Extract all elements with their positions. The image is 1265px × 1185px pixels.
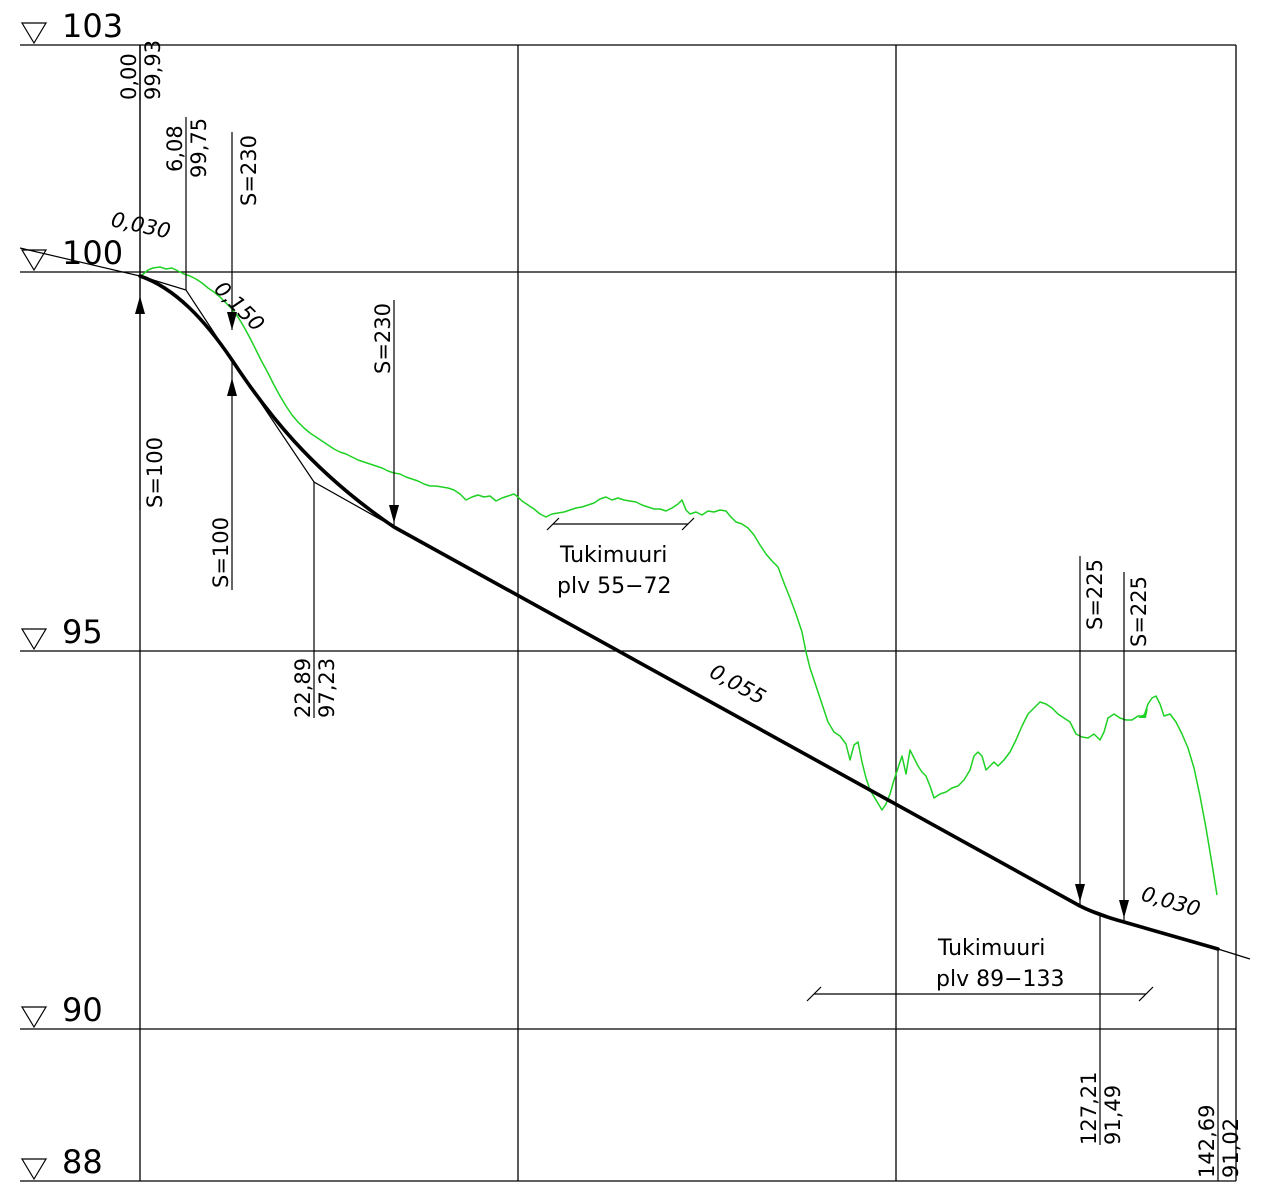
level-markers: 103 100 95 90 88 <box>20 7 123 1181</box>
wall-range: plv 55−72 <box>557 574 672 599</box>
level-triangle-icon <box>20 628 48 651</box>
level-label: 103 <box>62 7 123 45</box>
breakpoint-station: 127,21 <box>1077 1072 1101 1145</box>
arrow-down-icon <box>227 312 237 330</box>
curve-label: S=225 <box>1083 559 1107 630</box>
arrow-up-icon <box>227 378 237 396</box>
wall-extent-tick <box>546 517 560 531</box>
curve-label: S=230 <box>237 135 261 206</box>
tangent-lines <box>19 247 1251 960</box>
level-label: 95 <box>62 613 103 651</box>
tangent-extension <box>19 247 141 277</box>
level-triangle-icon <box>20 1158 48 1181</box>
breakpoint-elevation: 91,02 <box>1219 1118 1243 1178</box>
gradient-label: 0,030 <box>1139 882 1203 922</box>
wall-extent-tick <box>681 517 695 531</box>
level-label: 100 <box>62 234 123 272</box>
curve-label: S=100 <box>209 517 233 588</box>
arrow-down-icon <box>1119 900 1129 918</box>
breakpoint-elevation: 97,23 <box>315 658 339 718</box>
arrow-down-icon <box>1075 884 1085 902</box>
curve-markers: S=230 S=100 S=100 S=230 S=225 S=225 <box>135 132 1151 922</box>
level-label: 90 <box>62 991 103 1029</box>
grid <box>20 44 1237 1182</box>
tangent-polygon <box>1079 905 1125 923</box>
retaining-wall-1: Tukimuuri plv 55−72 <box>546 517 695 599</box>
breakpoint-elevation: 99,93 <box>141 40 165 100</box>
wall-name: Tukimuuri <box>559 543 667 568</box>
retaining-wall-2: Tukimuuri plv 89−133 <box>806 936 1154 1002</box>
design-grade-line <box>138 274 1220 951</box>
curve-label: S=100 <box>143 437 167 508</box>
level-triangle-icon <box>20 22 48 45</box>
level-label: 88 <box>62 1143 103 1181</box>
breakpoint-station: 142,69 <box>1195 1105 1219 1178</box>
level-triangle-icon <box>20 249 48 272</box>
existing-ground-line <box>141 266 1218 896</box>
curve-label: S=225 <box>1127 576 1151 647</box>
tangent-extension <box>1217 948 1251 960</box>
breakpoint-tags: 0,00 99,93 6,08 99,75 22,89 97,23 127,21… <box>117 40 1243 1181</box>
breakpoint-elevation: 99,75 <box>187 118 211 178</box>
gradient-label: 0,150 <box>209 277 268 336</box>
wall-name: Tukimuuri <box>937 936 1045 961</box>
ground-blob <box>1138 708 1148 718</box>
arrow-up-icon <box>135 296 145 314</box>
tangent-polygon <box>139 275 395 528</box>
arrow-down-icon <box>389 505 399 523</box>
curve-label: S=230 <box>371 303 395 374</box>
gradient-label: 0,055 <box>706 659 770 709</box>
breakpoint-elevation: 91,49 <box>1101 1085 1125 1145</box>
breakpoint-station: 6,08 <box>163 125 187 172</box>
wall-range: plv 89−133 <box>936 967 1065 992</box>
breakpoint-station: 22,89 <box>291 658 315 718</box>
wall-extent-tick <box>806 986 822 1002</box>
level-triangle-icon <box>20 1006 48 1029</box>
wall-extent-tick <box>1138 986 1154 1002</box>
breakpoint-station: 0,00 <box>117 53 141 100</box>
